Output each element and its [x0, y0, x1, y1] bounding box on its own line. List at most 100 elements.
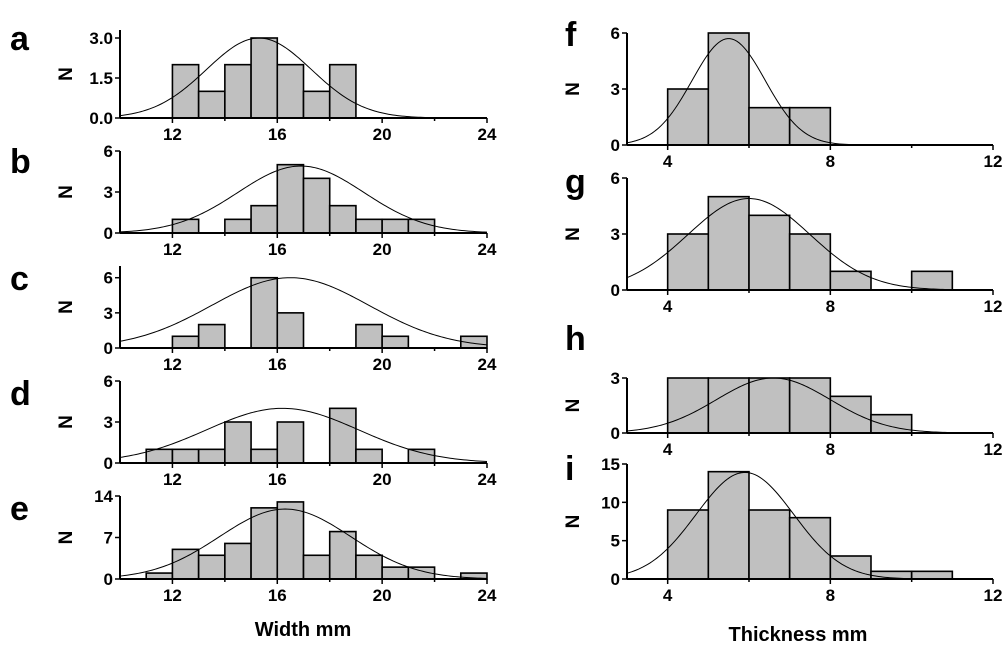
- ytick-label-h-0: 0: [611, 424, 620, 443]
- ytick-label-d-0: 0: [104, 454, 113, 473]
- fit-curve-c: [119, 277, 488, 346]
- xtick-label-d-0: 12: [163, 470, 182, 489]
- bar-g-2: [748, 214, 791, 291]
- bar-c-3: [250, 276, 279, 349]
- ylabel-h: N: [563, 399, 584, 413]
- ylabel-e: N: [56, 531, 77, 545]
- ytick-label-a-2: 3.0: [89, 29, 113, 48]
- bar-d-4: [250, 448, 279, 464]
- ytick-label-g-2: 6: [611, 169, 620, 188]
- panel-f: 0 3 6 4 8 12 Nf: [563, 16, 1002, 171]
- bar-e-1: [171, 548, 200, 580]
- xtick-label-a-1: 16: [268, 125, 287, 144]
- ytick-label-b-2: 6: [104, 142, 113, 161]
- bar-d-8: [355, 448, 383, 464]
- bar-b-9: [407, 218, 436, 234]
- xtick-label-b-1: 16: [268, 240, 287, 259]
- panel-h: 0 3 4 8 12 Nh: [563, 320, 1002, 459]
- ytick-label-i-0: 0: [611, 570, 620, 589]
- xtick-label-c-3: 24: [478, 355, 497, 374]
- xtick-label-d-1: 16: [268, 470, 287, 489]
- bar-c-8: [381, 335, 410, 349]
- bar-f-3: [788, 106, 832, 146]
- panel-d: 0 3 6 12 16 20 24 Nd: [10, 372, 497, 489]
- ytick-label-i-3: 15: [601, 455, 620, 474]
- xtick-label-b-2: 20: [373, 240, 392, 259]
- bar-e-7: [328, 530, 357, 580]
- ytick-label-c-0: 0: [104, 339, 113, 358]
- ytick-label-f-1: 3: [611, 80, 620, 99]
- ylabel-b: N: [56, 185, 77, 199]
- bar-e-3: [224, 542, 252, 580]
- bar-a-4: [276, 63, 305, 119]
- ytick-label-g-1: 3: [611, 225, 620, 244]
- bar-h-4: [829, 395, 872, 434]
- ytick-label-i-2: 10: [601, 493, 620, 512]
- bar-g-4: [829, 270, 872, 291]
- bar-e-6: [302, 554, 331, 580]
- panel-letter-b: b: [10, 143, 31, 181]
- bar-f-2: [748, 106, 791, 146]
- ytick-label-i-1: 5: [611, 532, 620, 551]
- bar-a-6: [328, 63, 357, 119]
- xtick-label-b-0: 12: [163, 240, 182, 259]
- ytick-label-b-0: 0: [104, 224, 113, 243]
- xtick-label-d-3: 24: [478, 470, 497, 489]
- ytick-label-b-1: 3: [104, 183, 113, 202]
- ytick-label-d-2: 6: [104, 372, 113, 391]
- xtick-label-b-3: 24: [478, 240, 497, 259]
- bar-b-8: [381, 218, 410, 234]
- xtick-label-a-0: 12: [163, 125, 182, 144]
- bar-g-6: [910, 270, 954, 291]
- bar-a-5: [302, 90, 331, 119]
- ytick-label-a-0: 0.0: [89, 109, 113, 128]
- ytick-label-d-1: 3: [104, 413, 113, 432]
- bar-e-2: [197, 554, 226, 580]
- fit-curve-h: [626, 377, 994, 434]
- bar-c-7: [355, 323, 383, 349]
- xtick-label-c-0: 12: [163, 355, 182, 374]
- ylabel-g: N: [563, 227, 584, 241]
- ytick-label-h-1: 3: [611, 369, 620, 388]
- ytick-label-c-2: 6: [104, 269, 113, 288]
- bar-f-0: [666, 88, 710, 146]
- bar-a-0: [171, 63, 200, 119]
- panel-a: 0.0 1.5 3.0 12 16 20 24 Na: [10, 20, 497, 144]
- xtick-label-a-3: 24: [478, 125, 497, 144]
- bar-i-0: [666, 509, 710, 580]
- bar-d-1: [171, 448, 200, 464]
- ylabel-f: N: [563, 82, 584, 96]
- bar-d-3: [224, 421, 252, 464]
- bar-c-1: [197, 323, 226, 349]
- bar-i-6: [910, 570, 954, 580]
- xtick-label-h-2: 12: [984, 440, 1003, 459]
- xtick-label-h-0: 4: [663, 440, 673, 459]
- ylabel-a: N: [56, 67, 77, 81]
- bar-b-4: [276, 163, 305, 234]
- xtick-label-i-0: 4: [663, 586, 673, 605]
- ytick-label-f-2: 6: [611, 24, 620, 43]
- bar-g-0: [666, 233, 710, 291]
- bar-d-2: [197, 448, 226, 464]
- xtick-label-d-2: 20: [373, 470, 392, 489]
- bar-b-5: [302, 177, 331, 234]
- bar-i-3: [788, 516, 832, 580]
- xtick-label-i-2: 12: [984, 586, 1003, 605]
- bar-g-1: [707, 195, 750, 291]
- panel-letter-i: i: [565, 450, 574, 488]
- bar-g-3: [788, 233, 832, 291]
- bar-e-4: [250, 507, 279, 580]
- ytick-label-g-0: 0: [611, 281, 620, 300]
- bar-a-1: [197, 90, 226, 119]
- bar-h-2: [748, 377, 791, 434]
- panel-letter-g: g: [565, 163, 586, 201]
- bar-d-5: [276, 421, 305, 464]
- panel-letter-c: c: [10, 260, 29, 298]
- xtick-label-e-1: 16: [268, 586, 287, 605]
- bar-h-1: [707, 377, 750, 434]
- ytick-label-c-1: 3: [104, 304, 113, 323]
- panel-g: 0 3 6 4 8 12 Ng: [563, 163, 1002, 316]
- panel-letter-f: f: [565, 16, 577, 54]
- bar-h-5: [870, 413, 913, 434]
